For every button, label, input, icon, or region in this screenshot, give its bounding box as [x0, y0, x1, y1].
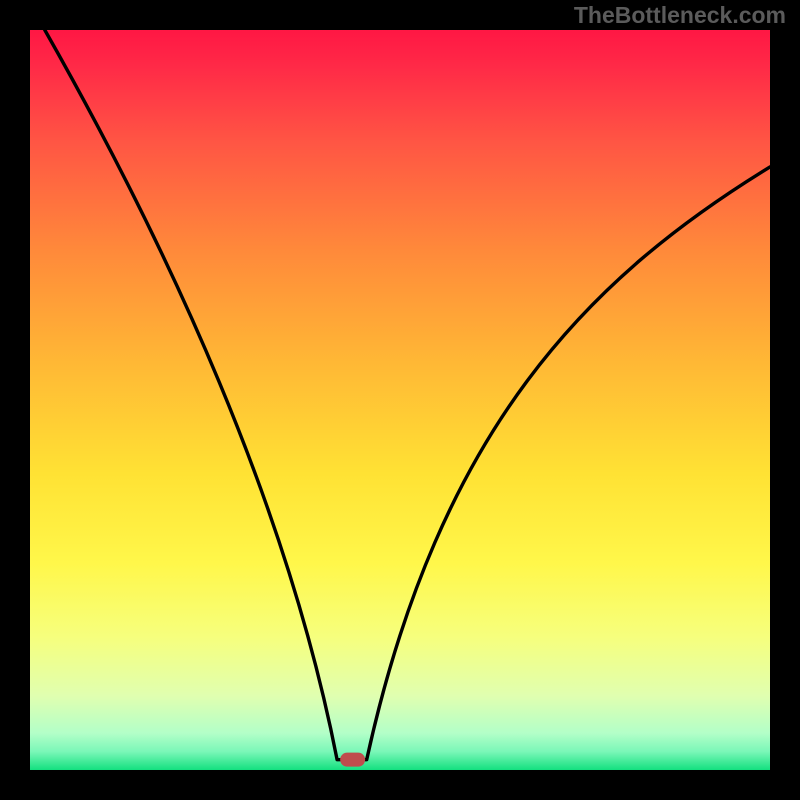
optimal-point-marker	[340, 753, 365, 767]
gradient-background	[30, 30, 770, 770]
watermark-text: TheBottleneck.com	[574, 2, 786, 29]
chart-svg	[0, 0, 800, 800]
chart-canvas: TheBottleneck.com	[0, 0, 800, 800]
